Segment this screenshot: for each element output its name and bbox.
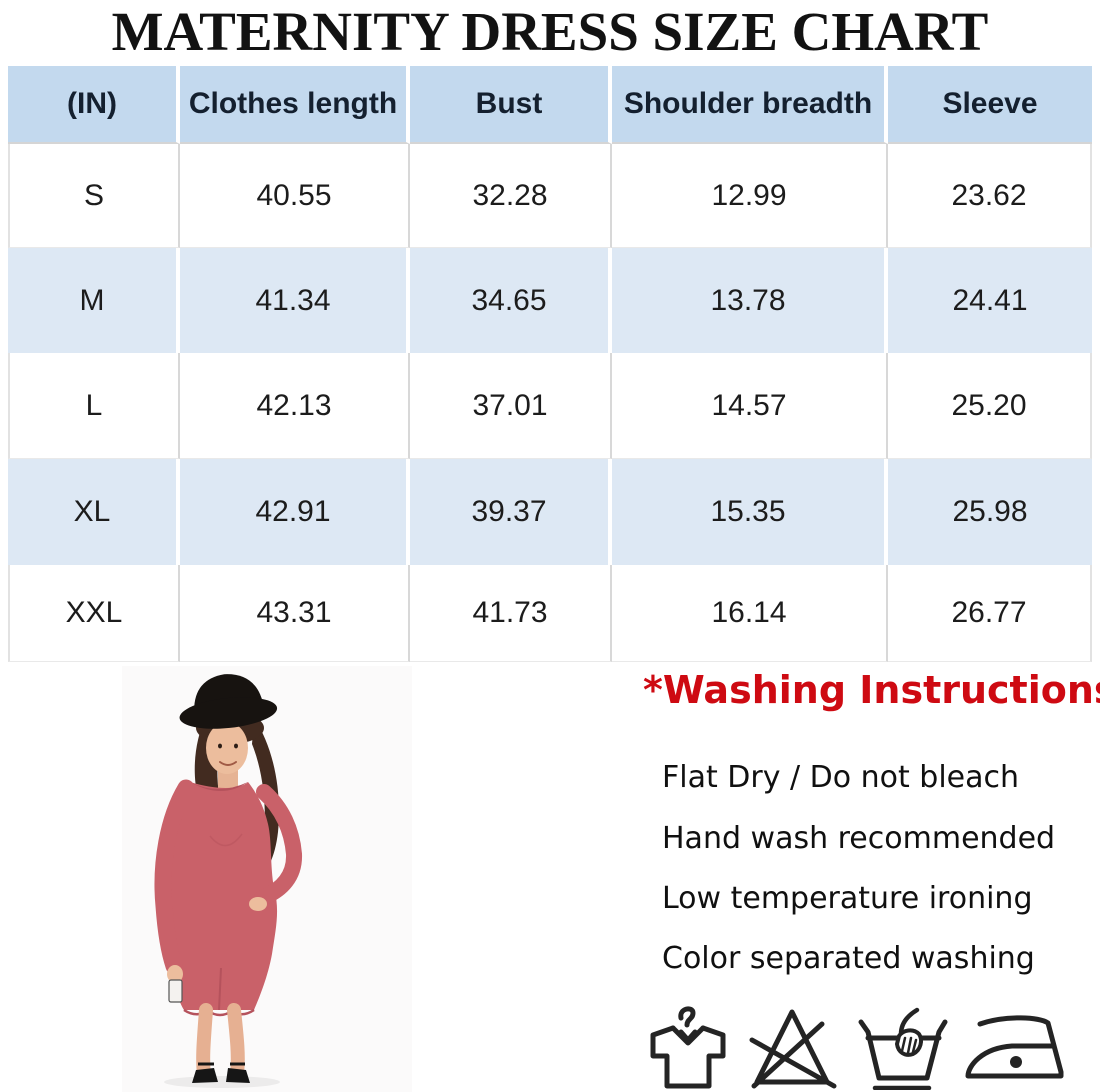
washing-instruction-line: Flat Dry / Do not bleach: [662, 760, 1020, 795]
size-label: S: [8, 144, 180, 248]
page-title: MATERNITY DRESS SIZE CHART: [111, 0, 989, 62]
table-value: 16.14: [612, 565, 888, 662]
col-header-sleeve: Sleeve: [888, 66, 1092, 144]
washing-instruction-line: Color separated washing: [662, 941, 1035, 976]
table-value: 23.62: [888, 144, 1092, 248]
model-face: [206, 722, 248, 794]
do-not-bleach-icon: [749, 1009, 837, 1089]
col-header-bust: Bust: [410, 66, 612, 144]
col-header-shoulder-breadth: Shoulder breadth: [612, 66, 888, 144]
table-value: 42.91: [180, 459, 410, 565]
washing-instruction-line: Low temperature ironing: [662, 881, 1033, 916]
table-value: 25.20: [888, 353, 1092, 459]
table-value: 25.98: [888, 459, 1092, 565]
size-label: M: [8, 248, 180, 353]
col-header-clothes-length: Clothes length: [180, 66, 410, 144]
model-hands: [167, 897, 267, 1003]
table-value: 12.99: [612, 144, 888, 248]
size-label: L: [8, 353, 180, 459]
washing-instructions-heading: *Washing Instructions: [643, 668, 1100, 712]
pink-dress: [154, 779, 302, 1017]
table-value: 41.34: [180, 248, 410, 353]
table-value: 13.78: [612, 248, 888, 353]
hand-wash-icon: [858, 1007, 948, 1090]
table-value: 43.31: [180, 565, 410, 662]
table-value: 15.35: [612, 459, 888, 565]
black-heels: [192, 1062, 250, 1083]
size-label: XL: [8, 459, 180, 565]
table-value: 39.37: [410, 459, 612, 565]
table-value: 37.01: [410, 353, 612, 459]
size-label: XXL: [8, 565, 180, 662]
black-hat: [179, 674, 278, 729]
washing-instruction-line: Hand wash recommended: [662, 821, 1056, 856]
col-header-unit: (IN): [8, 66, 180, 144]
hang-dry-shirt-icon: [650, 1006, 726, 1089]
low-temperature-iron-icon: [965, 1015, 1064, 1079]
table-value: 40.55: [180, 144, 410, 248]
table-value: 34.65: [410, 248, 612, 353]
product-photo: [122, 666, 412, 1092]
table-value: 32.28: [410, 144, 612, 248]
table-value: 24.41: [888, 248, 1092, 353]
table-value: 14.57: [612, 353, 888, 459]
table-value: 41.73: [410, 565, 612, 662]
size-table: (IN) Clothes length Bust Shoulder breadt…: [8, 66, 1092, 662]
care-icons-row: [645, 998, 1075, 1090]
table-value: 42.13: [180, 353, 410, 459]
table-value: 26.77: [888, 565, 1092, 662]
